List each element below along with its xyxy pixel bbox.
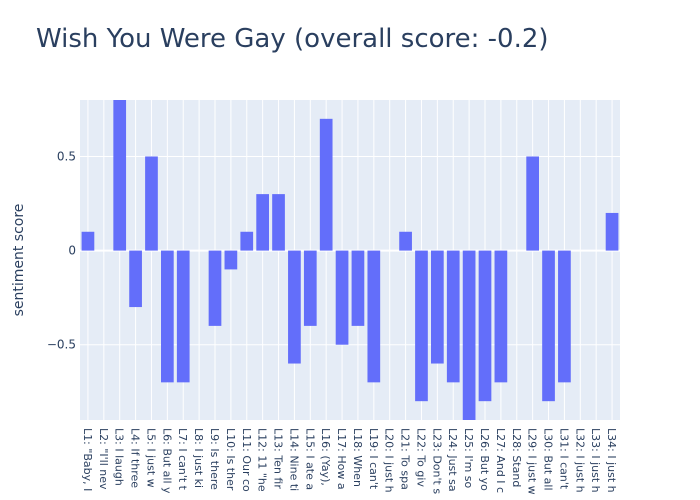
x-tick-label: L23: Don't s [430, 428, 443, 494]
chart-title: Wish You Were Gay (overall score: -0.2) [36, 24, 549, 54]
x-tick-label: L3: I laugh [113, 428, 126, 486]
bar[interactable] [335, 250, 349, 345]
x-tick-label: L28: Stand [510, 428, 523, 487]
bar[interactable] [272, 194, 285, 251]
bar[interactable] [161, 250, 174, 383]
bar[interactable] [129, 250, 142, 308]
x-tick-label: L33: I just h [589, 428, 602, 493]
bar[interactable] [542, 250, 555, 402]
x-tick-label: L11: Our co [240, 428, 253, 492]
x-tick-label: L7: I can't t [176, 428, 189, 491]
x-tick-label: L34: I just h [605, 428, 618, 493]
x-tick-label: L21: To spa [399, 428, 412, 490]
x-tick-label: L15: I ate a [303, 428, 316, 490]
x-tick-label: L24: Just sa [446, 428, 459, 492]
bar[interactable] [319, 118, 333, 251]
bar[interactable] [558, 250, 571, 383]
x-tick-label: L9: Is there [208, 428, 221, 490]
x-tick-label: L5: I just w [144, 428, 157, 488]
y-tick-label: 0.5 [57, 149, 76, 163]
bar[interactable] [256, 194, 269, 251]
x-tick-label: L14: Nine ti [287, 428, 300, 491]
x-tick-label: L1: "Baby, I [81, 428, 94, 491]
x-tick-label: L32: I just h [573, 428, 586, 493]
bar[interactable] [208, 250, 222, 326]
bar[interactable] [351, 250, 365, 326]
y-tick-label: 0 [68, 244, 76, 258]
y-axis-label: sentiment score [11, 204, 27, 317]
bar[interactable] [478, 250, 492, 402]
x-tick-label: L29: I just w [526, 428, 539, 495]
bar[interactable] [288, 250, 301, 364]
x-tick-label: L10: Is ther [224, 428, 237, 491]
bar[interactable] [431, 250, 444, 364]
x-tick-label: L4: If three [129, 428, 142, 488]
x-tick-label: L20: I just h [383, 428, 396, 493]
bar[interactable] [113, 100, 127, 251]
bar[interactable] [494, 250, 508, 383]
x-tick-label: L26: But yo [478, 428, 491, 491]
x-tick-label: L27: And I c [494, 428, 507, 493]
y-axis-ticks: −0.5 0 0.5 [47, 149, 76, 351]
x-tick-label: L22: To giv [414, 428, 427, 487]
bar[interactable] [526, 156, 539, 251]
x-tick-label: L19: I can't [367, 428, 380, 490]
x-axis-ticks: L1: "Baby, I L2: "I'll nev L3: I laugh L4: … [81, 428, 618, 495]
bar[interactable] [224, 250, 238, 270]
x-tick-label: L31: I can't [557, 428, 570, 490]
x-tick-label: L16: (Yay), [319, 428, 332, 486]
bar[interactable] [399, 231, 412, 251]
bar[interactable] [446, 250, 460, 383]
x-tick-label: L25: I'm so [462, 428, 475, 489]
bar[interactable] [415, 250, 428, 402]
x-tick-label: L12: 11 "he [256, 428, 269, 492]
y-tick-label: −0.5 [47, 338, 76, 352]
bar[interactable] [81, 231, 95, 251]
x-tick-label: L2: "I'll nev [97, 428, 110, 490]
bar[interactable] [303, 250, 317, 326]
bars-group [81, 100, 619, 420]
bar[interactable] [605, 212, 619, 251]
x-tick-label: L17: How a [335, 428, 348, 490]
bar[interactable] [462, 250, 476, 420]
x-tick-label: L30: But all [542, 428, 555, 491]
bar[interactable] [240, 231, 254, 251]
bar[interactable] [367, 250, 381, 383]
bar[interactable] [145, 156, 158, 251]
x-tick-label: L18: When [351, 428, 364, 487]
bar[interactable] [176, 250, 190, 383]
x-tick-label: L8: I just ki [192, 428, 205, 488]
x-tick-label: L6: But all y [160, 428, 173, 494]
x-tick-label: L13: Ten fir [272, 428, 285, 489]
